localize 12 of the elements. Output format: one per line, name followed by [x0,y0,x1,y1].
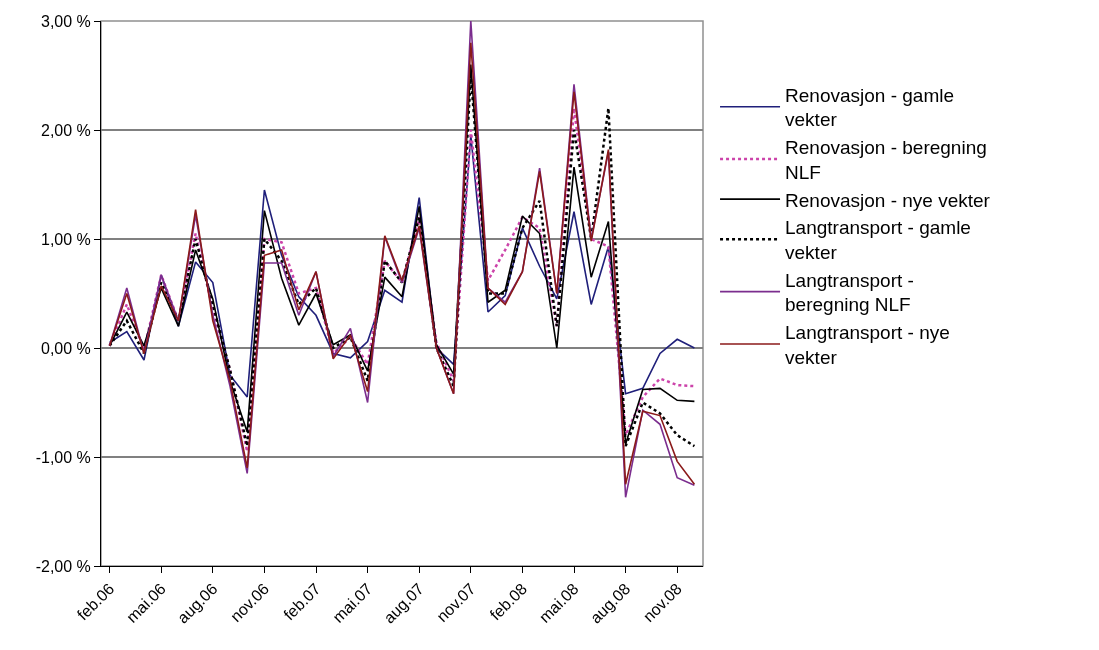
y-tick-label: -2,00 % [35,557,91,575]
legend-label: Langtransport - gamle vekter [785,217,971,263]
legend-label: Renovasjon - gamle vekter [785,84,955,131]
y-tick-label: 1,00 % [40,230,91,248]
y-tick-label: 2,00 % [40,121,91,139]
legend-label: Langtransport - nye vekter [785,322,950,368]
legend-label: Langtransport - beregning NLF [785,269,914,316]
y-tick-label: 3,00 % [40,12,91,30]
y-tick-label: 0,00 % [40,339,91,357]
legend-label: Renovasjon - nye vekter [785,189,991,211]
y-tick-label: -1,00 % [35,448,91,466]
legend-label: Renovasjon - beregning NLF [785,137,987,183]
